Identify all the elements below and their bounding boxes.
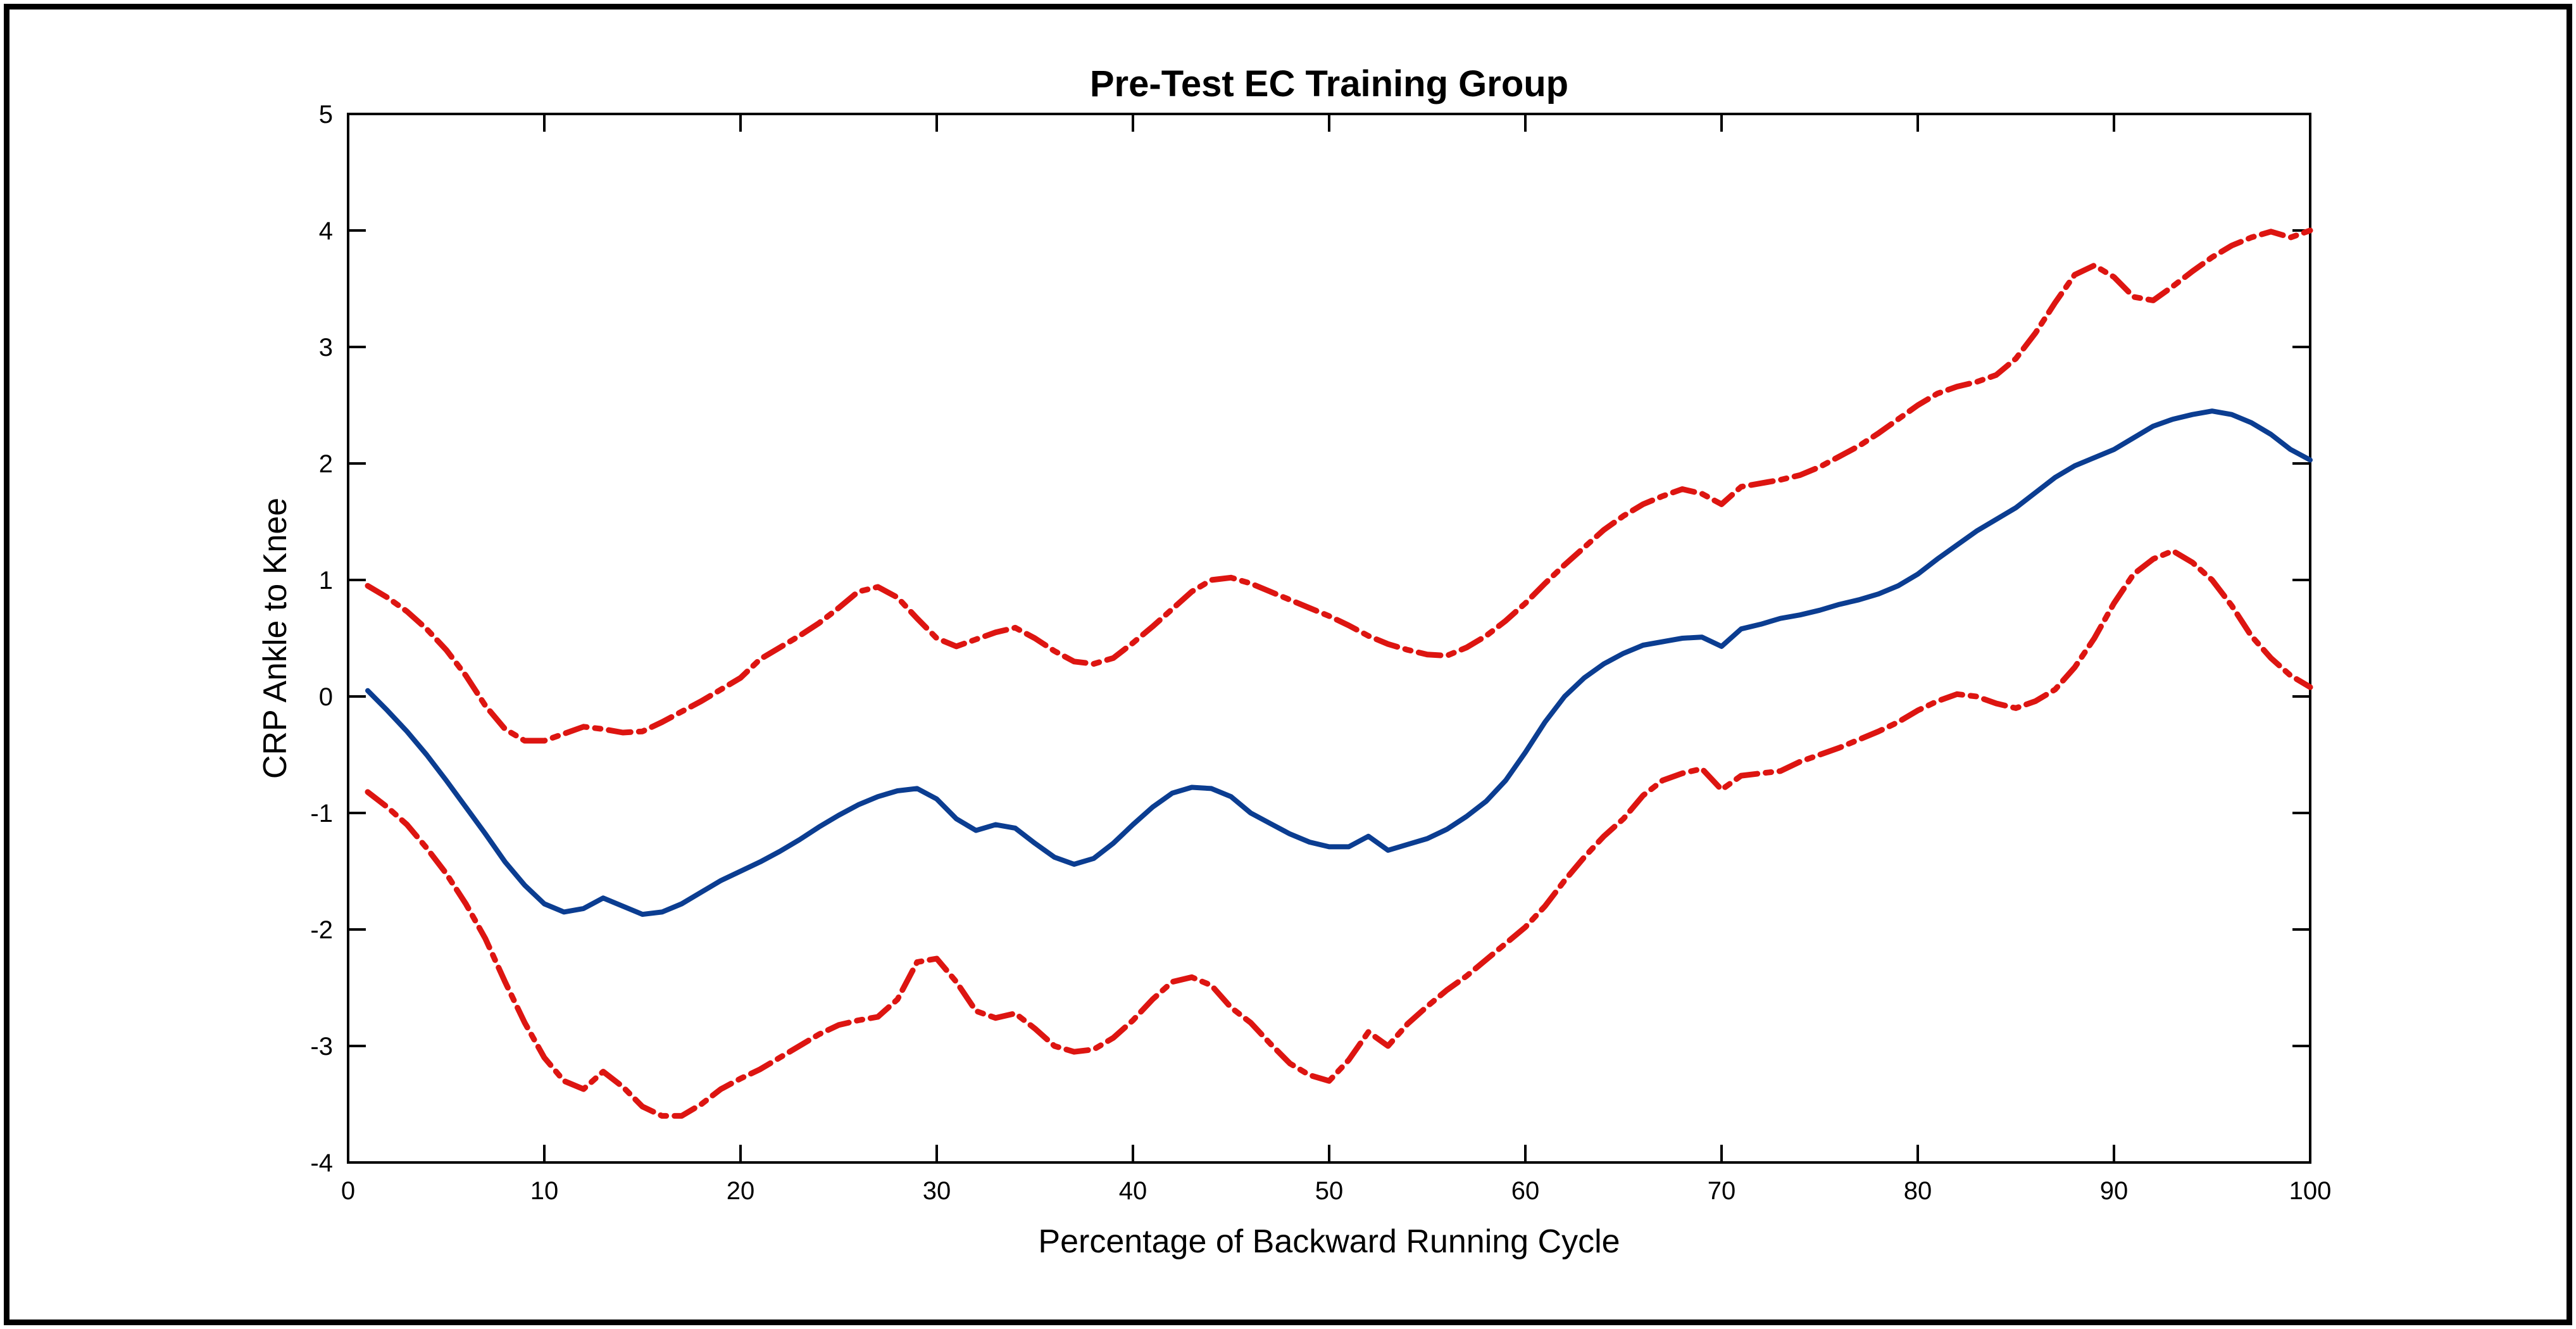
y-tick-label: 1: [319, 567, 333, 595]
y-tick-label: 3: [319, 334, 333, 362]
figure-frame: [4, 4, 2572, 1325]
x-tick-label: 100: [2289, 1177, 2332, 1205]
x-tick-label: 0: [341, 1177, 355, 1205]
x-tick-label: 90: [2100, 1177, 2129, 1205]
y-tick-label: 5: [319, 101, 333, 129]
x-axis-label: Percentage of Backward Running Cycle: [1038, 1223, 1620, 1260]
y-tick-label: 2: [319, 450, 333, 478]
plot-area: 0 10 20 30 40 50 60 70 80 90 100 -4 -3 -2 -1 0 1 2 3 4 5: [310, 101, 2331, 1205]
y-tick-label: -2: [310, 916, 333, 944]
x-tick-label: 80: [1904, 1177, 1932, 1205]
chart-title: Pre-Test EC Training Group: [1090, 63, 1568, 104]
series-mean-line: [365, 408, 2313, 917]
x-tick-label: 20: [727, 1177, 755, 1205]
axes-box: [347, 113, 2311, 1164]
y-axis-label: CRP Ankle to Knee: [257, 498, 294, 779]
y-tick-label: -3: [310, 1033, 333, 1061]
x-tick-label: 10: [530, 1177, 559, 1205]
series-upper-band-line: [365, 227, 2313, 744]
y-tick-label: 0: [319, 683, 333, 711]
x-tick-label: 70: [1708, 1177, 1736, 1205]
x-tick-label: 30: [923, 1177, 951, 1205]
series-lower-band-line: [365, 548, 2313, 1119]
x-tick-label: 60: [1511, 1177, 1540, 1205]
x-tick-label: 40: [1119, 1177, 1147, 1205]
x-tick-label: 50: [1315, 1177, 1344, 1205]
y-tick-label: -1: [310, 800, 333, 828]
y-tick-label: 4: [319, 217, 333, 245]
y-tick-label: -4: [310, 1149, 333, 1177]
